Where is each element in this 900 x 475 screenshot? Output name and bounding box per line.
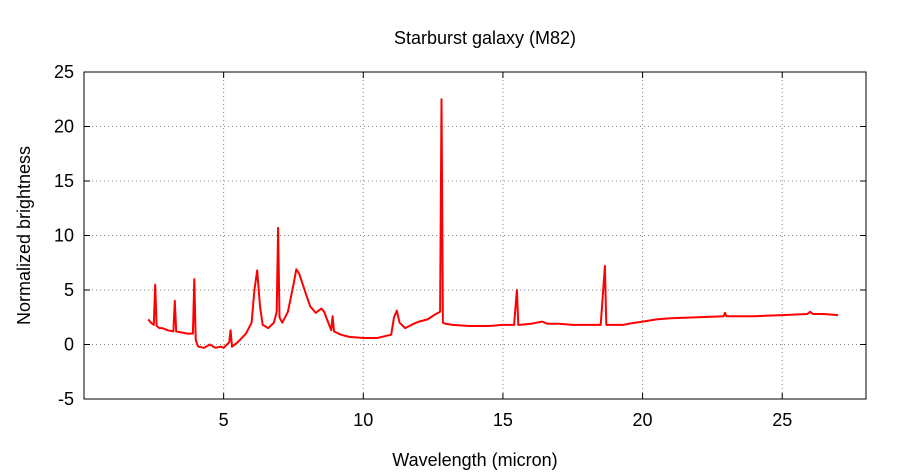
grid bbox=[84, 72, 866, 399]
y-tick-label: 5 bbox=[64, 280, 74, 300]
y-axis-title: Normalized brightness bbox=[14, 146, 34, 325]
x-tick-label: 5 bbox=[219, 410, 229, 430]
y-tick-label: 0 bbox=[64, 335, 74, 355]
y-tick-label: -5 bbox=[58, 389, 74, 409]
x-axis-title: Wavelength (micron) bbox=[392, 450, 557, 470]
series-layer bbox=[147, 98, 839, 349]
x-tick-label: 25 bbox=[772, 410, 792, 430]
x-tick-label: 20 bbox=[633, 410, 653, 430]
x-tick-label: 10 bbox=[353, 410, 373, 430]
x-tick-label: 15 bbox=[493, 410, 513, 430]
tick-labels: -5 0 5 10 15 20 25 5 10 15 20 25 bbox=[54, 62, 792, 430]
y-tick-label: 20 bbox=[54, 117, 74, 137]
y-tick-label: 10 bbox=[54, 226, 74, 246]
series-line-0 bbox=[147, 98, 839, 349]
y-tick-label: 15 bbox=[54, 171, 74, 191]
y-tick-label: 25 bbox=[54, 62, 74, 82]
axis-ticks bbox=[84, 71, 866, 400]
chart-title: Starburst galaxy (M82) bbox=[394, 28, 576, 48]
